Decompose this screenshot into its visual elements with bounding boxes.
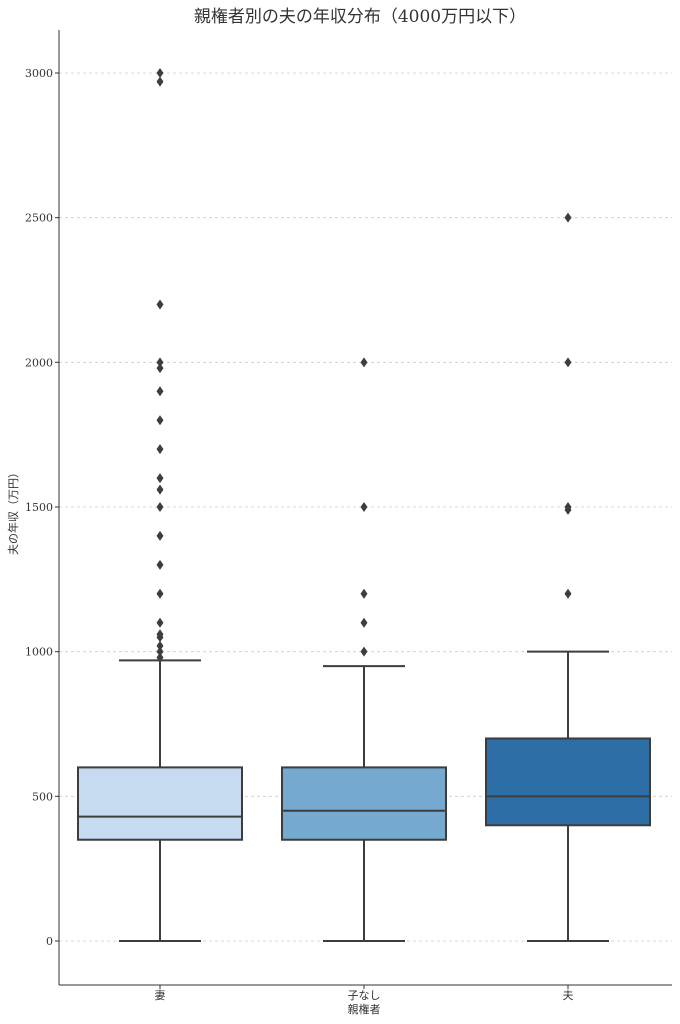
iqr-box: [485, 737, 651, 827]
y-tick-label: 2000: [25, 356, 53, 369]
outlier-point: [156, 357, 164, 368]
outlier-point: [156, 386, 164, 397]
outlier-point: [360, 646, 368, 657]
outlier-point: [360, 588, 368, 599]
outlier-point: [156, 473, 164, 484]
outlier-point: [156, 299, 164, 310]
outlier-point: [156, 76, 164, 87]
y-axis-label: 夫の年収（万円）: [6, 467, 20, 555]
outlier-point: [564, 212, 572, 223]
x-axis-label: 親権者: [348, 1002, 381, 1016]
box-group: [485, 212, 651, 942]
outlier-point: [156, 444, 164, 455]
outlier-point: [156, 415, 164, 426]
outlier-point: [156, 640, 164, 651]
outlier-point: [156, 484, 164, 495]
outlier-point: [156, 530, 164, 541]
outlier-point: [564, 502, 572, 512]
outlier-point: [360, 357, 368, 368]
y-tick-label: 3000: [25, 67, 53, 80]
x-tick-label: 子なし: [348, 989, 381, 1002]
outlier-point: [156, 617, 164, 628]
iqr-box: [77, 766, 243, 841]
box-group: [281, 357, 447, 942]
outlier-point: [156, 68, 164, 78]
x-tick-label: 夫: [563, 989, 574, 1002]
y-tick-label: 1500: [25, 501, 53, 514]
y-tick-label: 2500: [25, 212, 53, 225]
y-axis-ticks: 0 500 1000 1500 2000 2500 3000: [25, 67, 59, 948]
iqr-box: [281, 766, 447, 841]
outlier-point: [360, 617, 368, 628]
outlier-point: [156, 588, 164, 599]
outlier-point: [360, 502, 368, 512]
y-tick-label: 0: [46, 935, 53, 948]
outlier-point: [156, 363, 164, 374]
box-group: [77, 68, 243, 942]
outlier-point: [156, 652, 164, 663]
outlier-point: [564, 357, 572, 368]
y-tick-label: 1000: [25, 646, 53, 659]
outlier-point: [156, 646, 164, 657]
outlier-point: [564, 588, 572, 599]
x-axis-ticks: 妻 子なし 夫: [155, 985, 574, 1002]
outlier-point: [156, 629, 164, 640]
chart-title: 親権者別の夫の年収分布（4000万円以下）: [194, 7, 526, 27]
box-series: [77, 68, 651, 942]
y-tick-label: 500: [32, 790, 53, 803]
outlier-point: [156, 502, 164, 512]
x-tick-label: 妻: [155, 989, 166, 1002]
outlier-point: [156, 559, 164, 570]
